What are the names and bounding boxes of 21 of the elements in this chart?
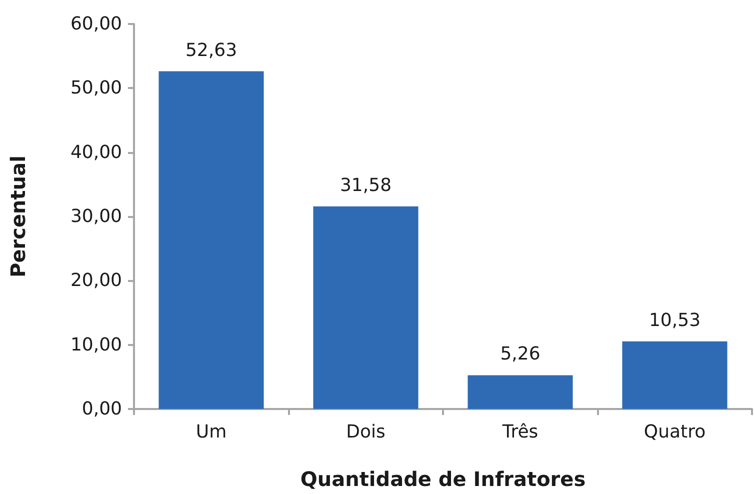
y-tick-label: 30,00 [70, 206, 122, 227]
y-tick-label: 0,00 [82, 398, 122, 420]
x-tick-label: Quatro [644, 422, 706, 442]
x-tick-label: Dois [346, 422, 386, 442]
y-tick-label: 60,00 [70, 14, 122, 34]
data-label: 10,53 [648, 310, 701, 331]
y-tick-label: 20,00 [70, 270, 122, 292]
x-tick-label: Um [196, 422, 227, 442]
data-label: 31,58 [340, 174, 392, 196]
x-tick-label: Três [501, 422, 538, 442]
bar [468, 375, 573, 409]
y-tick-label: 40,00 [70, 142, 122, 163]
y-axis-title: Percentual [6, 156, 30, 278]
y-tick-label: 10,00 [70, 334, 122, 356]
data-label: 52,63 [185, 40, 238, 61]
y-tick-label: 50,00 [70, 78, 122, 99]
bar [622, 341, 728, 409]
bar [158, 71, 264, 409]
bar [313, 206, 418, 409]
x-axis-title: Quantidade de Infratores [300, 467, 586, 491]
data-label: 5,26 [500, 344, 540, 365]
